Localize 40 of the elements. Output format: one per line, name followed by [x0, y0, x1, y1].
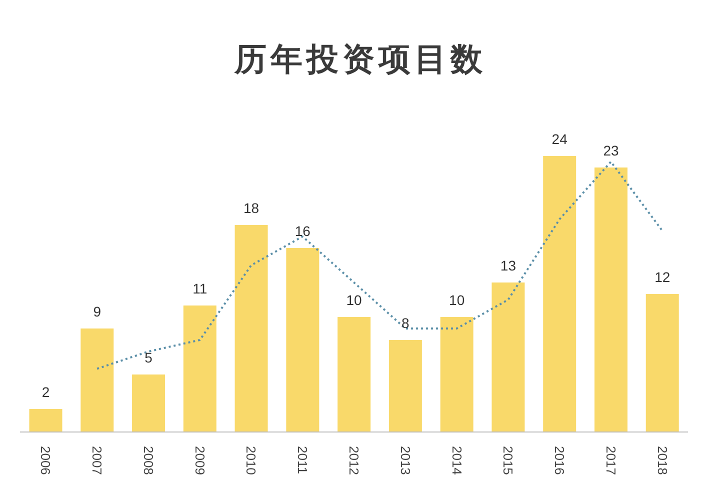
- data-label: 9: [93, 304, 102, 320]
- x-tick-label: 2014: [449, 446, 464, 475]
- bar: [183, 306, 216, 432]
- bar: [440, 317, 474, 432]
- data-label: 13: [500, 258, 516, 274]
- bar: [286, 248, 320, 432]
- x-tick-label: 2012: [346, 446, 362, 475]
- data-label: 18: [244, 200, 260, 216]
- x-tick-label: 2008: [140, 446, 156, 475]
- x-tick-label: 2017: [603, 446, 618, 475]
- bar: [234, 225, 268, 432]
- data-label: 2: [42, 384, 50, 400]
- bar: [543, 156, 576, 432]
- bar: [492, 282, 525, 432]
- x-tick-label: 2011: [295, 446, 310, 474]
- data-label: 24: [552, 131, 568, 147]
- x-tick-label: 2016: [552, 446, 568, 475]
- data-label: 23: [603, 142, 619, 158]
- bar: [29, 409, 62, 432]
- x-tick-label: 2006: [38, 446, 54, 475]
- data-label: 5: [144, 350, 153, 366]
- data-label: 10: [346, 292, 362, 308]
- chart-title: 历年投资项目数: [233, 40, 488, 79]
- data-label: 11: [192, 280, 208, 296]
- data-label: 16: [294, 223, 311, 239]
- bar: [646, 294, 679, 432]
- bar: [388, 340, 422, 432]
- bar: [594, 168, 628, 432]
- x-tick-label: 2009: [192, 446, 208, 475]
- data-label: 12: [654, 269, 670, 285]
- x-tick-label: 2013: [398, 446, 413, 475]
- bar: [338, 317, 371, 432]
- x-tick-label: 2018: [654, 446, 670, 475]
- x-tick-label: 2010: [244, 446, 259, 475]
- bar: [132, 374, 166, 432]
- data-label: 8: [402, 315, 410, 331]
- x-tick-label: 2007: [90, 446, 105, 475]
- bar: [80, 328, 114, 432]
- data-label: 10: [449, 292, 465, 308]
- x-tick-label: 2015: [500, 446, 516, 475]
